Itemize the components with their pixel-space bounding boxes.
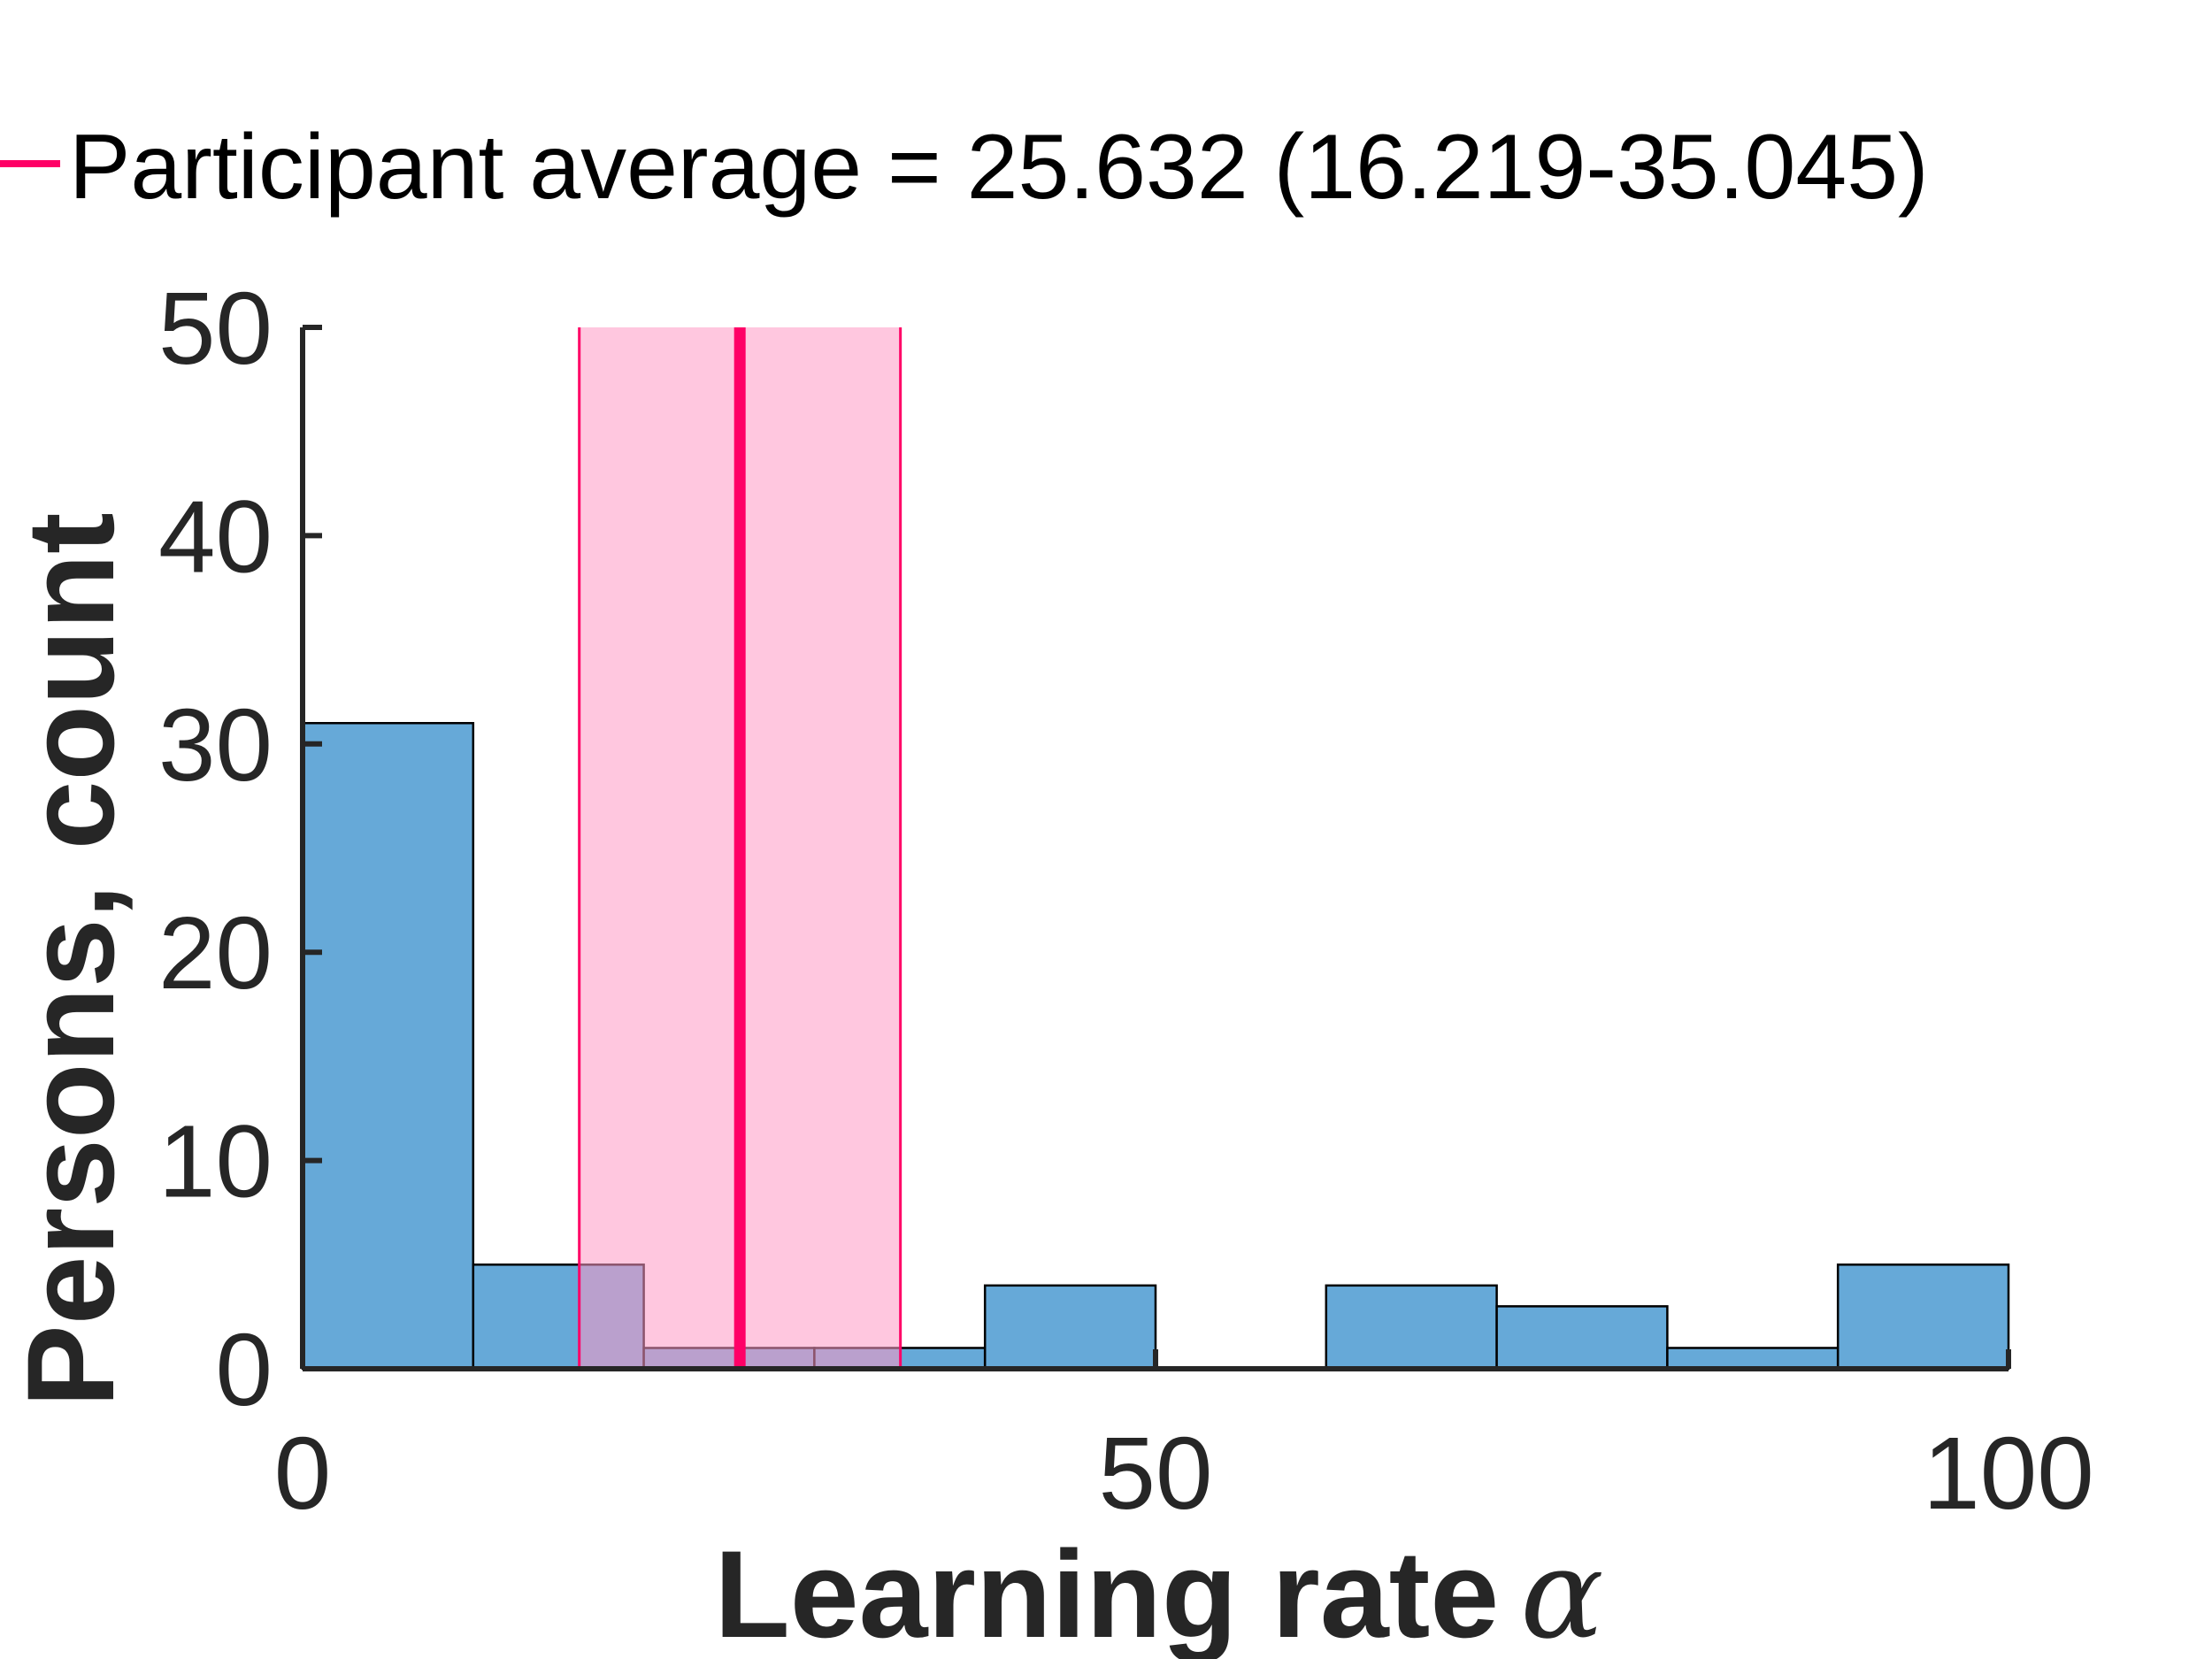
histogram-bar (301, 722, 475, 1371)
y-tick-label: 20 (158, 895, 273, 1010)
y-tick-label: 30 (158, 687, 273, 803)
histogram-bar (1666, 1347, 1839, 1371)
x-tick-label: 100 (1923, 1416, 2094, 1531)
x-tick-label: 0 (274, 1416, 332, 1531)
bars-layer (301, 722, 2010, 1371)
y-tick-label: 0 (215, 1312, 273, 1427)
y-tick-label: 40 (158, 479, 273, 594)
axes-layer (300, 325, 2011, 1371)
histogram-bar (1495, 1305, 1669, 1371)
legend-label: Participant average = 25.632 (16.219-35.… (69, 116, 1929, 219)
histogram-bar (1836, 1263, 2010, 1371)
tick-labels-layer: 0 10 20 30 40 50 0 50 100 (158, 271, 2094, 1531)
histogram-bar (983, 1284, 1157, 1371)
confidence-band-layer (578, 327, 902, 1369)
x-axis-title: Learning rate α (714, 1523, 1603, 1659)
x-axis-title-text: Learning rate (714, 1525, 1499, 1659)
legend: Participant average = 25.632 (16.219-35.… (0, 116, 1929, 219)
y-tick-label: 10 (158, 1104, 273, 1219)
y-tick-label: 50 (158, 271, 273, 386)
histogram-bar (1325, 1284, 1498, 1371)
y-axis-title: Persons, count (1, 512, 140, 1407)
x-axis-title-symbol: α (1520, 1523, 1604, 1659)
x-tick-label: 50 (1098, 1416, 1212, 1531)
